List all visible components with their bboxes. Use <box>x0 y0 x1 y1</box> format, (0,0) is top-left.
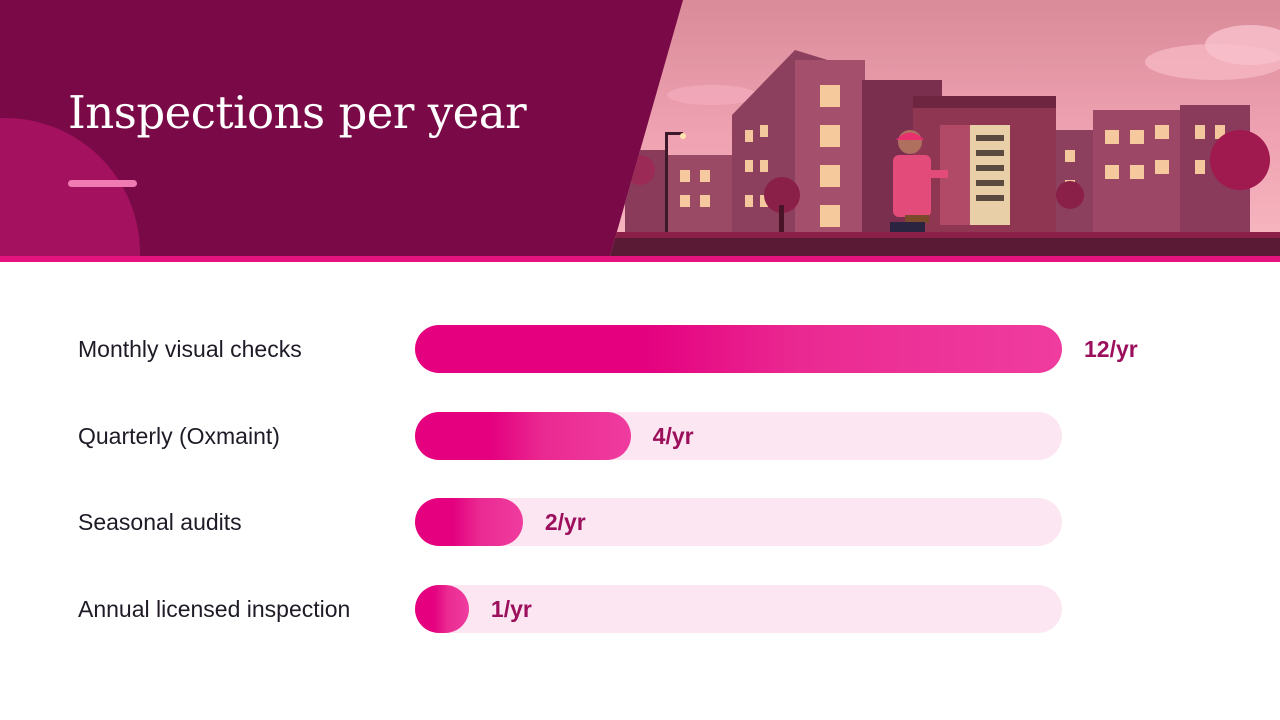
category-label: Monthly visual checks <box>78 336 302 362</box>
value-label: 2/yr <box>544 509 586 535</box>
category-label: Annual licensed inspection <box>78 595 351 622</box>
category-label: Seasonal audits <box>78 509 242 535</box>
header-banner: Inspections per year <box>0 0 1280 256</box>
bar-row: Annual licensed inspection 1/yr <box>0 584 1280 633</box>
bar <box>415 411 631 460</box>
apartment-electrician-illustration <box>610 0 1280 256</box>
horizontal-bar-chart: Monthly visual checks 12/yr Quarterly (Oxm… <box>0 262 1280 720</box>
value-label: 4/yr <box>652 422 694 449</box>
bar-row: Quarterly (Oxmaint) 4/yr <box>0 411 1280 460</box>
title-underline <box>68 180 137 187</box>
bar-track <box>415 498 1062 546</box>
bar-row: Seasonal audits 2/yr <box>0 498 1280 546</box>
value-label: 1/yr <box>490 595 532 622</box>
page-title: Inspections per year <box>68 86 527 139</box>
value-label: 12/yr <box>1084 336 1138 362</box>
bar <box>415 584 469 633</box>
category-label: Quarterly (Oxmaint) <box>78 422 280 449</box>
bar <box>415 498 523 546</box>
bar <box>415 325 1062 373</box>
bar-row: Monthly visual checks 12/yr <box>0 325 1280 373</box>
bar-track <box>415 584 1062 633</box>
header-accent-line <box>0 256 1280 262</box>
